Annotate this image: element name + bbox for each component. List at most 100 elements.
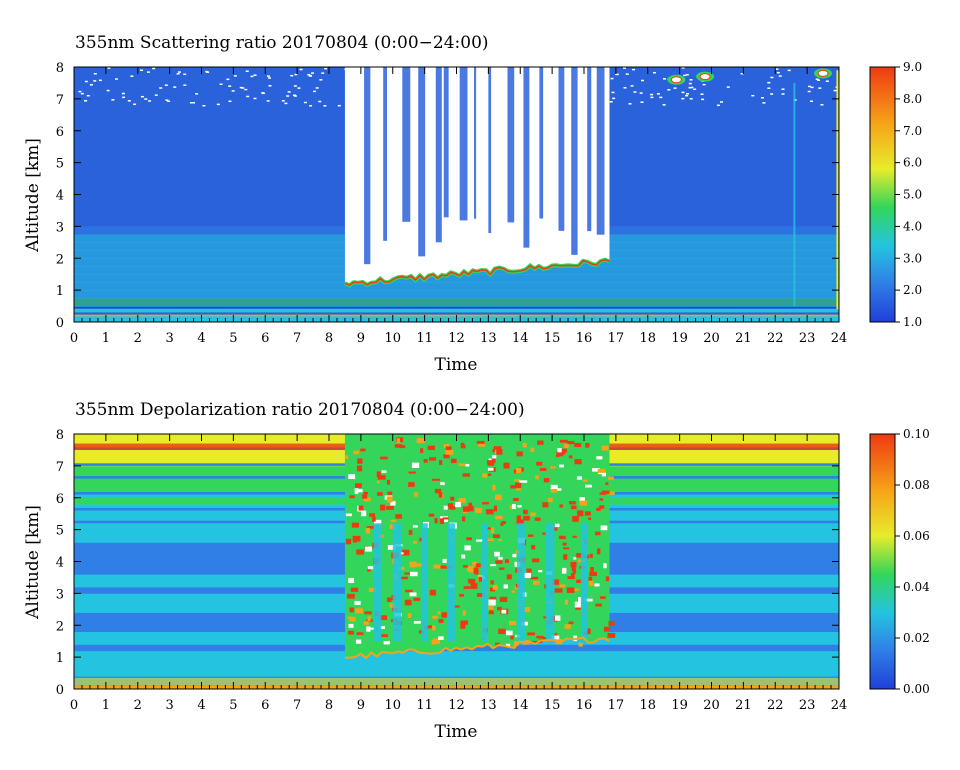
cloud-speckle — [353, 450, 360, 455]
noise-speckle — [611, 91, 615, 94]
cloud-speckle — [367, 616, 371, 622]
cloud-speckle — [432, 638, 440, 644]
cloud-gap — [418, 67, 426, 257]
noise-speckle — [689, 79, 693, 81]
cloud-speckle — [588, 576, 593, 582]
y-axis: 0 1 2 3 4 5 6 7 8 — [56, 61, 839, 331]
cloud-speckle — [519, 480, 528, 483]
cloud-speckle — [584, 511, 591, 516]
cloud-speckle — [595, 603, 603, 607]
cloud-speckle — [428, 513, 435, 517]
cloud-gap — [596, 67, 605, 235]
cloud-speckle — [541, 636, 548, 641]
x-tick-label: 21 — [735, 698, 752, 713]
noise-speckle — [633, 91, 637, 93]
noise-speckle — [693, 88, 697, 91]
cloud-speckle — [475, 539, 484, 542]
colorbar — [869, 433, 896, 690]
cloud-speckle — [589, 571, 598, 577]
cloud-speckle — [582, 479, 588, 482]
near-surface-band — [74, 306, 839, 313]
y-tick-label: 6 — [56, 125, 64, 140]
noise-speckle — [656, 93, 660, 95]
cloud-speckle — [573, 557, 577, 560]
noise-speckle — [293, 95, 297, 97]
cloud-speckle — [420, 448, 424, 453]
cloud-speckle — [468, 502, 473, 508]
cloud-speckle — [554, 523, 560, 527]
noise-speckle — [309, 105, 313, 107]
noise-speckle — [267, 77, 271, 79]
cloud-speckle — [400, 576, 408, 580]
cloud-speckle — [439, 518, 445, 525]
noise-speckle — [167, 100, 171, 103]
x-tick-label: 6 — [261, 698, 269, 713]
cloud-gap — [482, 523, 488, 642]
noise-speckle — [216, 103, 220, 106]
colorbar-ticks: 1.0 2.0 3.0 4.0 5.0 6.0 7.0 8.0 9.0 — [895, 60, 922, 329]
altitude-stratum — [74, 650, 839, 658]
cloud-speckle — [523, 509, 528, 515]
altitude-stratum — [74, 663, 839, 671]
cloud-speckle — [369, 513, 376, 517]
cloud-speckle — [443, 505, 448, 510]
x-tick-label: 7 — [293, 698, 301, 713]
cloud-speckle — [367, 567, 371, 572]
cloud-speckle — [373, 519, 382, 525]
chart-scattering-ratio: 355nm Scattering ratio 20170804 (0:00−24… — [23, 33, 922, 375]
cloud-gap — [459, 67, 468, 221]
x-tick-label: 21 — [735, 331, 752, 346]
y-axis-label: Altitude [km] — [23, 138, 43, 253]
cloud-speckle — [542, 532, 546, 535]
cloud-speckle — [437, 611, 441, 615]
cloud-speckle — [445, 446, 452, 451]
colorbar-tick-label: 0.02 — [903, 631, 930, 645]
cloud-speckle — [574, 442, 582, 448]
noise-speckle — [228, 85, 232, 87]
cloud-speckle — [408, 482, 415, 487]
cloud-speckle — [550, 489, 558, 493]
cloud-speckle — [353, 536, 357, 543]
x-tick-label: 16 — [576, 331, 593, 346]
chart-title: 355nm Depolarization ratio 20170804 (0:0… — [75, 400, 525, 420]
cloud-speckle — [492, 455, 497, 459]
noise-speckle — [245, 70, 249, 72]
cloud-speckle — [442, 517, 449, 520]
noise-speckle — [762, 102, 766, 104]
cloud-speckle — [347, 593, 355, 599]
noise-speckle — [315, 87, 319, 89]
cloud-speckle — [351, 522, 359, 528]
cloud-speckle — [495, 515, 503, 520]
cloud-speckle — [572, 535, 577, 538]
cloud-speckle — [579, 497, 585, 502]
noise-speckle — [623, 67, 627, 69]
cloud-speckle — [510, 485, 518, 489]
cloud-speckle — [499, 596, 508, 602]
noise-speckle — [177, 71, 181, 73]
cloud-speckle — [447, 503, 454, 507]
cloud-speckle — [381, 470, 387, 473]
cloud-speckle — [460, 620, 468, 625]
colorbar — [869, 66, 896, 323]
noise-speckle — [632, 68, 636, 71]
cloud-speckle — [559, 504, 563, 508]
cloud-speckle — [512, 504, 516, 510]
cloud-speckle — [488, 599, 496, 606]
cloud-gap — [402, 67, 411, 222]
x-tick-label: 10 — [384, 698, 401, 713]
cloud-speckle — [380, 456, 388, 460]
noise-speckle — [776, 71, 780, 74]
cloud-speckle — [380, 626, 385, 629]
y-tick-label: 6 — [56, 492, 64, 507]
cloud-speckle — [564, 444, 569, 448]
noise-speckle — [787, 69, 791, 72]
cloud-speckle — [559, 464, 565, 468]
cloud-speckle — [347, 616, 352, 620]
cloud-speckle — [524, 606, 531, 613]
noise-speckle — [807, 90, 811, 93]
cloud-speckle — [473, 567, 479, 573]
x-tick-label: 4 — [197, 698, 205, 713]
x-tick-label: 15 — [544, 331, 561, 346]
